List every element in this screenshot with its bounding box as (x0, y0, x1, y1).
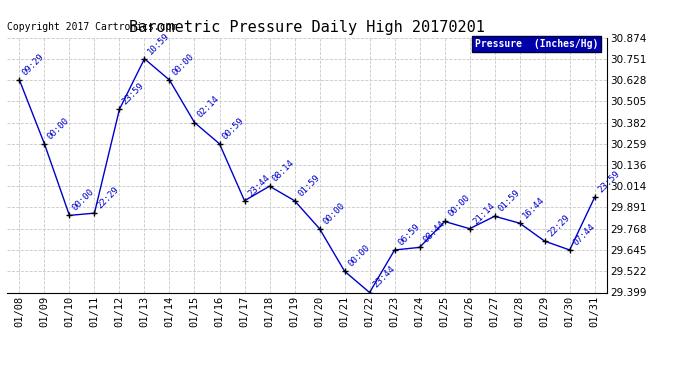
Text: 08:14: 08:14 (271, 158, 296, 183)
Text: 16:44: 16:44 (521, 195, 546, 220)
Text: 10:59: 10:59 (146, 31, 171, 56)
Text: Pressure  (Inches/Hg): Pressure (Inches/Hg) (475, 39, 598, 49)
Text: 08:44: 08:44 (421, 219, 446, 245)
Text: 23:44: 23:44 (371, 264, 396, 290)
Text: 01:59: 01:59 (496, 188, 522, 213)
Text: 00:00: 00:00 (446, 193, 471, 219)
Text: 00:00: 00:00 (171, 52, 196, 77)
Text: 09:29: 09:29 (21, 52, 46, 77)
Text: 00:00: 00:00 (321, 201, 346, 226)
Text: 23:59: 23:59 (121, 81, 146, 106)
Text: 22:29: 22:29 (96, 185, 121, 210)
Text: 02:14: 02:14 (196, 94, 221, 120)
Text: 01:59: 01:59 (296, 172, 322, 198)
Text: 23:44: 23:44 (246, 172, 271, 198)
Text: 21:14: 21:14 (471, 201, 496, 226)
Text: 00:00: 00:00 (346, 243, 371, 268)
Text: 00:00: 00:00 (46, 116, 71, 141)
Text: Copyright 2017 Cartronics.com: Copyright 2017 Cartronics.com (7, 22, 177, 33)
Text: 07:44: 07:44 (571, 222, 596, 247)
Text: 06:59: 06:59 (396, 222, 422, 247)
Text: 23:59: 23:59 (596, 169, 622, 195)
Text: 00:59: 00:59 (221, 116, 246, 141)
Text: 22:29: 22:29 (546, 213, 571, 238)
Title: Barometric Pressure Daily High 20170201: Barometric Pressure Daily High 20170201 (129, 20, 485, 35)
Text: 00:00: 00:00 (71, 187, 96, 213)
